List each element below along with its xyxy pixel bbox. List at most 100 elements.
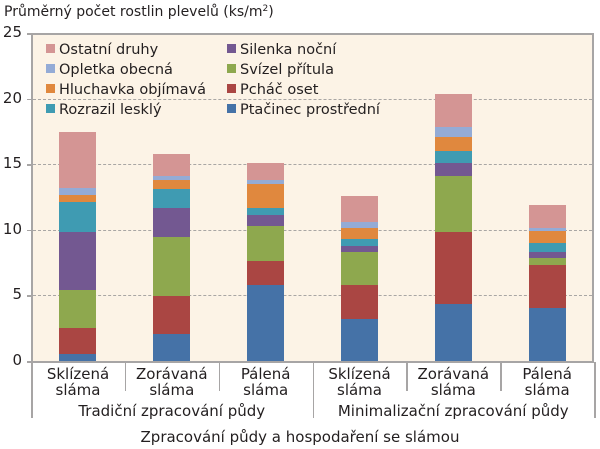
legend-item: Ptačinec prostřední — [227, 101, 380, 119]
y-axis-title-end: ) — [268, 4, 274, 20]
bar-segment — [340, 318, 378, 362]
x-category-label: Zorávaná sláma — [417, 365, 490, 399]
stacked-bar — [247, 162, 285, 362]
bar-segment — [247, 184, 285, 208]
legend-swatch-icon — [46, 104, 55, 113]
bar-segment — [59, 327, 97, 355]
legend-item: Silenka noční — [227, 41, 336, 59]
bar-segment — [153, 176, 191, 180]
stacked-bar — [434, 94, 472, 362]
bar-segment — [340, 285, 378, 319]
bar-segment — [59, 354, 97, 362]
x-category-label: Pálená sláma — [522, 365, 572, 399]
legend-swatch-icon — [227, 104, 236, 113]
stacked-bar — [59, 132, 97, 362]
category-separator — [218, 362, 221, 391]
y-axis-title: Průměrný počet rostlin plevelů (ks/m2) — [4, 4, 274, 20]
bar-segment — [340, 245, 378, 253]
category-separator — [31, 362, 33, 418]
bar-segment — [340, 196, 378, 223]
bar-segment — [59, 289, 97, 328]
legend-item: Svízel přítula — [227, 61, 334, 79]
category-separator — [312, 362, 314, 418]
bar-segment — [528, 258, 566, 265]
bar-segment — [434, 232, 472, 305]
legend-label: Pcháč oset — [240, 82, 319, 98]
y-axis-title-sup: 2 — [262, 4, 269, 14]
bar-segment — [340, 252, 378, 286]
bar-segment — [247, 180, 285, 185]
bar-segment — [59, 187, 97, 196]
bar-segment — [434, 304, 472, 362]
legend-swatch-icon — [227, 44, 236, 53]
y-tick-label: 15 — [2, 154, 22, 173]
legend-label: Silenka noční — [240, 42, 337, 58]
y-tick-mark — [27, 33, 32, 35]
bar-segment — [434, 127, 472, 137]
bar-segment — [528, 243, 566, 252]
y-tick-mark — [27, 164, 32, 166]
gridline — [33, 164, 592, 166]
bar-segment — [434, 94, 472, 128]
x-group-label: Tradiční zpracování půdy — [78, 402, 266, 420]
bar-segment — [528, 227, 566, 231]
legend-label: Hluchavka objímavá — [59, 82, 206, 98]
bar-segment — [247, 215, 285, 226]
bar-segment — [434, 162, 472, 177]
y-axis-title-text: Průměrný počet rostlin plevelů (ks/m — [4, 4, 263, 20]
y-tick-label: 0 — [12, 351, 22, 369]
bar-segment — [59, 195, 97, 202]
bar-segment — [340, 222, 378, 228]
y-tick-mark — [27, 361, 32, 363]
gridline — [33, 229, 592, 231]
gridline — [33, 98, 592, 100]
legend-label: Opletka obecná — [59, 62, 173, 78]
bar-segment — [153, 236, 191, 297]
legend-swatch-icon — [46, 84, 55, 93]
plot-area: Ostatní druhy Opletka obecná Hluchavka obj… — [31, 33, 594, 362]
bar-segment — [59, 132, 97, 188]
legend-item: Hluchavka objímavá — [46, 81, 206, 99]
stacked-bar — [153, 154, 191, 362]
bar-segment — [528, 204, 566, 228]
bar-segment — [153, 188, 191, 208]
y-tick-label: 20 — [2, 88, 22, 107]
legend-item: Rozrazil lesklý — [46, 101, 162, 119]
legend-item: Ostatní druhy — [46, 41, 158, 59]
stacked-bar — [340, 196, 378, 362]
x-axis-title: Zpracování půdy a hospodaření se slámou — [140, 428, 460, 446]
bar-segment — [153, 154, 191, 177]
x-group-label: Minimalizační zpracování půdy — [337, 402, 569, 420]
legend-swatch-icon — [46, 64, 55, 73]
bar-segment — [59, 232, 97, 290]
category-separator — [594, 362, 596, 418]
bar-segment — [528, 230, 566, 244]
bar-segment — [59, 201, 97, 233]
y-tick-label: 25 — [2, 23, 22, 41]
bar-segment — [153, 296, 191, 335]
bar-segment — [528, 264, 566, 309]
x-category-label: Zorávaná sláma — [136, 365, 208, 399]
y-tick-mark — [27, 295, 32, 297]
legend-label: Svízel přítula — [240, 62, 334, 78]
bar-segment — [247, 260, 285, 285]
bar-segment — [434, 137, 472, 151]
legend-label: Ostatní druhy — [59, 42, 159, 58]
bar-segment — [153, 207, 191, 237]
legend-swatch-icon — [227, 64, 236, 73]
category-separator — [406, 362, 408, 391]
legend-swatch-icon — [46, 44, 55, 53]
legend-label: Ptačinec prostřední — [240, 102, 380, 118]
bar-segment — [247, 207, 285, 216]
bar-segment — [434, 150, 472, 163]
bar-segment — [340, 239, 378, 246]
x-category-label: Sklízená sláma — [46, 365, 110, 399]
legend-item: Opletka obecná — [46, 61, 173, 79]
bar-segment — [434, 176, 472, 233]
legend-item: Pcháč oset — [227, 81, 318, 99]
stacked-bar — [528, 204, 566, 362]
legend-swatch-icon — [227, 84, 236, 93]
y-tick-label: 10 — [2, 219, 22, 238]
y-tick-label: 5 — [12, 285, 22, 304]
x-category-label: Sklízená sláma — [328, 365, 391, 399]
